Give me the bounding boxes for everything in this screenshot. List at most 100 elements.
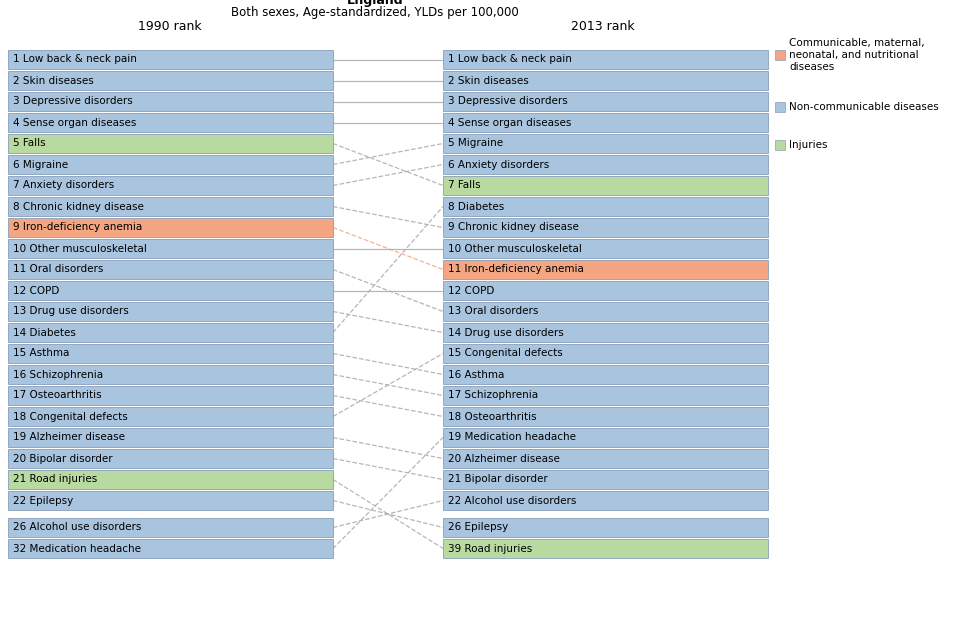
FancyBboxPatch shape — [8, 344, 333, 363]
Text: 26 Alcohol use disorders: 26 Alcohol use disorders — [13, 522, 141, 532]
FancyBboxPatch shape — [8, 239, 333, 258]
Text: 6 Anxiety disorders: 6 Anxiety disorders — [448, 159, 549, 170]
Text: 2 Skin diseases: 2 Skin diseases — [448, 76, 529, 86]
FancyBboxPatch shape — [443, 428, 768, 447]
FancyBboxPatch shape — [443, 260, 768, 279]
FancyBboxPatch shape — [443, 50, 768, 69]
FancyBboxPatch shape — [8, 176, 333, 195]
Text: 26 Epilepsy: 26 Epilepsy — [448, 522, 508, 532]
FancyBboxPatch shape — [443, 539, 768, 558]
Text: 2 Skin diseases: 2 Skin diseases — [13, 76, 94, 86]
FancyBboxPatch shape — [443, 71, 768, 90]
FancyBboxPatch shape — [8, 71, 333, 90]
Text: 9 Iron-deficiency anemia: 9 Iron-deficiency anemia — [13, 223, 142, 232]
Text: 20 Bipolar disorder: 20 Bipolar disorder — [13, 454, 112, 463]
Text: Communicable, maternal,
neonatal, and nutritional
diseases: Communicable, maternal, neonatal, and nu… — [789, 38, 924, 72]
FancyBboxPatch shape — [443, 449, 768, 468]
Text: 14 Drug use disorders: 14 Drug use disorders — [448, 328, 564, 337]
Text: 22 Alcohol use disorders: 22 Alcohol use disorders — [448, 495, 576, 506]
Text: 15 Congenital defects: 15 Congenital defects — [448, 349, 563, 358]
FancyBboxPatch shape — [8, 323, 333, 342]
FancyBboxPatch shape — [8, 50, 333, 69]
Text: 8 Chronic kidney disease: 8 Chronic kidney disease — [13, 202, 144, 211]
Text: 4 Sense organ diseases: 4 Sense organ diseases — [13, 118, 136, 127]
Text: 32 Medication headache: 32 Medication headache — [13, 543, 141, 554]
Text: 17 Osteoarthritis: 17 Osteoarthritis — [13, 390, 102, 401]
Text: 11 Iron-deficiency anemia: 11 Iron-deficiency anemia — [448, 264, 584, 275]
Text: 7 Anxiety disorders: 7 Anxiety disorders — [13, 180, 114, 191]
FancyBboxPatch shape — [443, 323, 768, 342]
FancyBboxPatch shape — [8, 407, 333, 426]
FancyBboxPatch shape — [8, 113, 333, 132]
Text: 1990 rank: 1990 rank — [138, 20, 202, 33]
FancyBboxPatch shape — [8, 302, 333, 321]
FancyBboxPatch shape — [8, 449, 333, 468]
Text: 13 Drug use disorders: 13 Drug use disorders — [13, 307, 129, 317]
FancyBboxPatch shape — [8, 539, 333, 558]
Text: 11 Oral disorders: 11 Oral disorders — [13, 264, 104, 275]
FancyBboxPatch shape — [8, 428, 333, 447]
FancyBboxPatch shape — [775, 50, 785, 60]
FancyBboxPatch shape — [443, 239, 768, 258]
FancyBboxPatch shape — [775, 140, 785, 150]
Text: 12 COPD: 12 COPD — [13, 285, 60, 296]
FancyBboxPatch shape — [8, 92, 333, 111]
Text: 1 Low back & neck pain: 1 Low back & neck pain — [448, 54, 572, 65]
FancyBboxPatch shape — [8, 197, 333, 216]
FancyBboxPatch shape — [443, 407, 768, 426]
Text: 5 Falls: 5 Falls — [13, 138, 46, 148]
FancyBboxPatch shape — [443, 518, 768, 537]
FancyBboxPatch shape — [443, 344, 768, 363]
FancyBboxPatch shape — [443, 491, 768, 510]
FancyBboxPatch shape — [443, 113, 768, 132]
FancyBboxPatch shape — [775, 102, 785, 112]
Text: 20 Alzheimer disease: 20 Alzheimer disease — [448, 454, 560, 463]
Text: Non-communicable diseases: Non-communicable diseases — [789, 102, 939, 112]
FancyBboxPatch shape — [8, 155, 333, 174]
Text: 1 Low back & neck pain: 1 Low back & neck pain — [13, 54, 137, 65]
FancyBboxPatch shape — [8, 491, 333, 510]
Text: 17 Schizophrenia: 17 Schizophrenia — [448, 390, 539, 401]
Text: 39 Road injuries: 39 Road injuries — [448, 543, 532, 554]
FancyBboxPatch shape — [8, 218, 333, 237]
FancyBboxPatch shape — [443, 386, 768, 405]
FancyBboxPatch shape — [443, 197, 768, 216]
FancyBboxPatch shape — [443, 470, 768, 489]
Text: 21 Bipolar disorder: 21 Bipolar disorder — [448, 474, 548, 484]
Text: 3 Depressive disorders: 3 Depressive disorders — [13, 97, 132, 106]
Text: England: England — [347, 0, 403, 7]
Text: 18 Congenital defects: 18 Congenital defects — [13, 412, 128, 422]
FancyBboxPatch shape — [8, 470, 333, 489]
Text: Injuries: Injuries — [789, 140, 828, 150]
FancyBboxPatch shape — [443, 281, 768, 300]
FancyBboxPatch shape — [443, 155, 768, 174]
Text: Both sexes, Age-standardized, YLDs per 100,000: Both sexes, Age-standardized, YLDs per 1… — [231, 6, 518, 19]
FancyBboxPatch shape — [8, 281, 333, 300]
Text: 2013 rank: 2013 rank — [571, 20, 635, 33]
FancyBboxPatch shape — [443, 176, 768, 195]
Text: 5 Migraine: 5 Migraine — [448, 138, 503, 148]
FancyBboxPatch shape — [8, 365, 333, 384]
Text: 19 Medication headache: 19 Medication headache — [448, 433, 576, 442]
FancyBboxPatch shape — [8, 518, 333, 537]
FancyBboxPatch shape — [443, 92, 768, 111]
Text: 6 Migraine: 6 Migraine — [13, 159, 68, 170]
Text: 12 COPD: 12 COPD — [448, 285, 494, 296]
Text: 16 Schizophrenia: 16 Schizophrenia — [13, 369, 103, 380]
Text: 19 Alzheimer disease: 19 Alzheimer disease — [13, 433, 125, 442]
Text: 3 Depressive disorders: 3 Depressive disorders — [448, 97, 567, 106]
FancyBboxPatch shape — [443, 218, 768, 237]
Text: 14 Diabetes: 14 Diabetes — [13, 328, 76, 337]
FancyBboxPatch shape — [443, 365, 768, 384]
FancyBboxPatch shape — [443, 302, 768, 321]
Text: 15 Asthma: 15 Asthma — [13, 349, 69, 358]
FancyBboxPatch shape — [8, 260, 333, 279]
Text: 4 Sense organ diseases: 4 Sense organ diseases — [448, 118, 571, 127]
Text: 9 Chronic kidney disease: 9 Chronic kidney disease — [448, 223, 579, 232]
Text: 10 Other musculoskeletal: 10 Other musculoskeletal — [13, 243, 147, 253]
Text: 10 Other musculoskeletal: 10 Other musculoskeletal — [448, 243, 582, 253]
Text: 16 Asthma: 16 Asthma — [448, 369, 504, 380]
FancyBboxPatch shape — [8, 134, 333, 153]
Text: 13 Oral disorders: 13 Oral disorders — [448, 307, 539, 317]
FancyBboxPatch shape — [8, 386, 333, 405]
